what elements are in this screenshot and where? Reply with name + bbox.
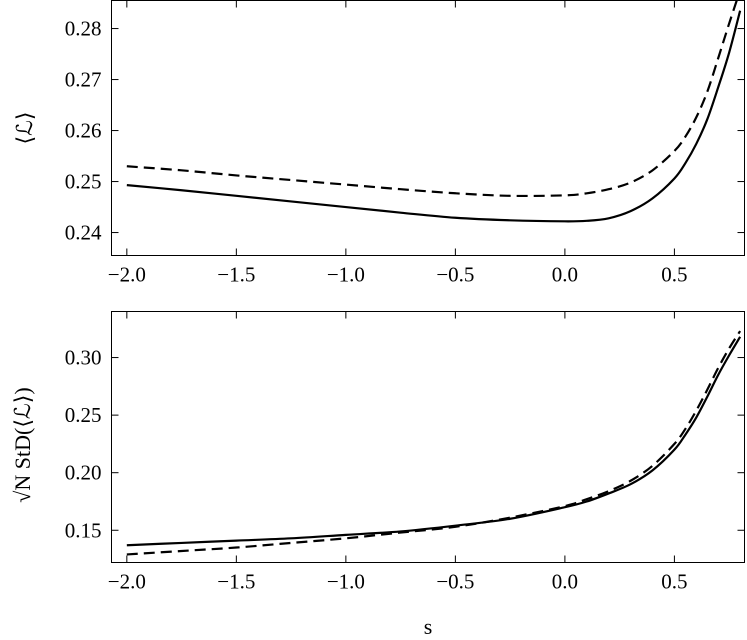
y-tick-label: 0.20 (65, 461, 102, 485)
x-tick-label: −2.0 (108, 570, 146, 594)
top-series (126, 0, 742, 223)
x-tick-label: 0.0 (552, 570, 578, 594)
solid-series-line (126, 10, 742, 223)
x-tick-label: −0.5 (436, 570, 474, 594)
dashed-series-line (126, 0, 739, 198)
bottom-plot-frame (111, 311, 745, 563)
bottom-panel: −2.0 −1.5 −1.0 −0.5 0.0 0.5 0.150.200.250.30 … (10, 311, 745, 639)
x-tick-label: −1.5 (217, 570, 255, 594)
top-y-tick-labels: 0.24 0.25 0.26 0.27 0.28 (65, 17, 102, 245)
solid-series-line (126, 336, 742, 547)
top-ticks (111, 0, 745, 256)
y-tick-label: 0.27 (65, 68, 102, 92)
bottom-series (126, 330, 742, 556)
y-tick-label: 0.24 (65, 221, 102, 245)
x-tick-label: 0.0 (552, 263, 578, 287)
top-panel: −2.0 −1.5 −1.0 −0.5 0.0 0.5 0.240.250.260.270… (12, 0, 745, 287)
bottom-x-axis-title: s (424, 614, 433, 639)
y-tick-label: 0.30 (65, 346, 102, 370)
y-tick-label: 0.15 (65, 518, 102, 542)
x-tick-label: −1.0 (327, 570, 365, 594)
x-tick-label: −1.0 (327, 263, 365, 287)
top-y-axis-title: ⟨ℒ⟩ (12, 111, 37, 144)
y-tick-label: 0.28 (65, 17, 102, 41)
bottom-x-tick-labels: −2.0 −1.5 −1.0 −0.5 0.0 0.5 (108, 570, 688, 594)
bottom-y-tick-labels: 0.15 0.20 0.25 0.30 (65, 346, 102, 543)
y-tick-label: 0.26 (65, 119, 102, 143)
x-tick-label: −0.5 (436, 263, 474, 287)
dashed-series-line (126, 330, 742, 556)
x-tick-label: −2.0 (108, 263, 146, 287)
y-tick-label: 0.25 (65, 403, 102, 427)
top-plot-frame (111, 0, 745, 256)
bottom-ticks (111, 311, 745, 563)
y-tick-label: 0.25 (65, 170, 102, 194)
x-tick-label: 0.5 (661, 263, 687, 287)
bottom-y-axis-title: √N StD(⟨ℒ⟩) (10, 387, 35, 502)
top-x-tick-labels: −2.0 −1.5 −1.0 −0.5 0.0 0.5 (108, 263, 688, 287)
x-tick-label: −1.5 (217, 263, 255, 287)
x-tick-label: 0.5 (661, 570, 687, 594)
